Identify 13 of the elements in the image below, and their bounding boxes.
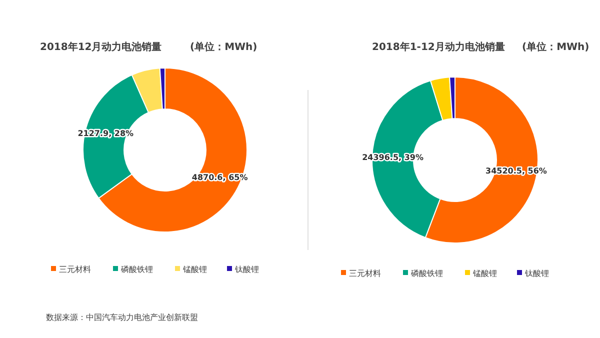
- chart-subtitle: (单位：MWh): [522, 41, 590, 53]
- legend-label: 三元材料: [59, 265, 91, 274]
- legend-label: 钛酸锂: [524, 269, 549, 278]
- chart-title: 2018年12月动力电池销量: [40, 41, 162, 53]
- legend-label: 三元材料: [349, 269, 381, 278]
- legend-label: 锰酸锂: [472, 269, 497, 278]
- legend-label: 锰酸锂: [182, 265, 207, 274]
- source-note: 数据来源：中国汽车动力电池产业创新联盟: [46, 313, 198, 322]
- chart-title: 2018年1-12月动力电池销量: [372, 41, 505, 53]
- legend-label: 钛酸锂: [234, 265, 259, 274]
- chart-subtitle: (单位：MWh): [190, 41, 258, 53]
- legend-label: 磷酸铁锂: [410, 269, 443, 278]
- legend-label: 磷酸铁锂: [120, 265, 153, 274]
